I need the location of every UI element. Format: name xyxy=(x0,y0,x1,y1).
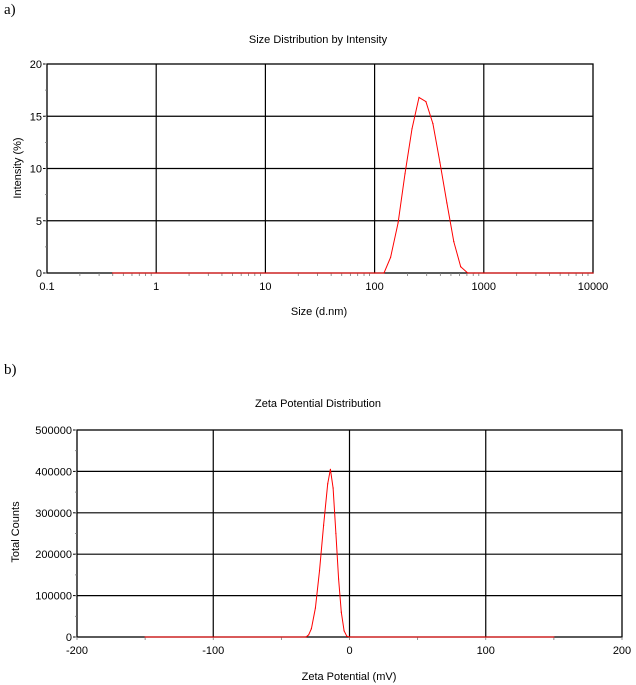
y-tick-label: 0 xyxy=(66,632,72,644)
x-tick-label: -100 xyxy=(202,645,224,657)
series-line-0 xyxy=(112,96,593,274)
data-point xyxy=(308,634,310,636)
chart-b-ylabel: Total Counts xyxy=(10,501,22,563)
data-point xyxy=(335,532,337,535)
data-point xyxy=(439,161,441,163)
x-tick-label: 10000 xyxy=(578,281,609,293)
x-tick-label: 100 xyxy=(477,645,495,657)
data-point xyxy=(348,636,351,638)
data-point xyxy=(343,630,345,632)
data-point xyxy=(389,256,392,258)
x-tick-label: 10 xyxy=(259,281,271,293)
y-tick-label: 100000 xyxy=(35,591,72,603)
data-point xyxy=(340,611,342,613)
data-point xyxy=(323,524,325,526)
y-tick-label: 15 xyxy=(30,111,42,123)
data-point xyxy=(483,272,485,274)
data-point xyxy=(474,272,476,274)
y-tick-label: 10 xyxy=(30,164,42,176)
data-point xyxy=(329,468,332,470)
y-tick-label: 20 xyxy=(30,59,42,71)
data-point xyxy=(346,635,348,637)
data-point xyxy=(432,122,434,125)
y-tick-label: 300000 xyxy=(35,508,72,520)
data-point xyxy=(453,241,455,243)
data-point xyxy=(332,487,334,489)
data-point xyxy=(592,272,594,274)
data-point xyxy=(516,272,518,274)
data-point xyxy=(397,222,399,224)
data-point xyxy=(374,272,376,274)
x-tick-label: 0.1 xyxy=(39,281,54,293)
data-point xyxy=(338,578,340,580)
chart-b-xlabel: Zeta Potential (mV) xyxy=(302,671,397,683)
x-tick-label: 1000 xyxy=(472,281,496,293)
data-point xyxy=(305,636,307,638)
data-point xyxy=(446,202,448,204)
panel-b-label: b) xyxy=(4,362,17,378)
chart-b-title: Zeta Potential Distribution xyxy=(255,398,381,410)
data-point xyxy=(327,483,329,485)
chart-a-ylabel: Intensity (%) xyxy=(12,137,24,198)
data-point xyxy=(383,272,385,274)
size-distribution-chart: Size Distribution by Intensity 0.1 1 10 100… xyxy=(12,34,609,318)
data-point xyxy=(314,607,317,609)
y-tick-label: 400000 xyxy=(35,466,72,478)
data-point xyxy=(460,266,462,268)
data-point xyxy=(310,628,312,630)
data-point xyxy=(559,272,561,274)
y-tick-label: 0 xyxy=(36,268,42,280)
data-point xyxy=(425,101,427,103)
x-tick-label: 100 xyxy=(365,281,383,293)
chart-a-title: Size Distribution by Intensity xyxy=(249,34,388,46)
data-point xyxy=(112,272,114,274)
data-point xyxy=(418,96,420,99)
data-point xyxy=(553,636,555,638)
x-tick-label: 1 xyxy=(153,281,159,293)
data-point xyxy=(404,173,406,175)
zeta-potential-chart: Zeta Potential Distribution -200 -100 0 100… xyxy=(10,398,631,683)
y-tick-label: 500000 xyxy=(35,425,72,437)
x-tick-label: 200 xyxy=(613,645,631,657)
data-point xyxy=(467,272,469,274)
x-tick-label: -200 xyxy=(66,645,88,657)
y-tick-label: 5 xyxy=(36,216,42,228)
chart-a-xlabel: Size (d.nm) xyxy=(291,306,347,318)
y-tick-label: 200000 xyxy=(35,549,72,561)
data-point xyxy=(411,128,413,130)
panel-a-label: a) xyxy=(4,2,16,18)
data-point xyxy=(144,636,146,638)
data-point xyxy=(318,570,321,572)
x-tick-label: 0 xyxy=(346,645,352,657)
